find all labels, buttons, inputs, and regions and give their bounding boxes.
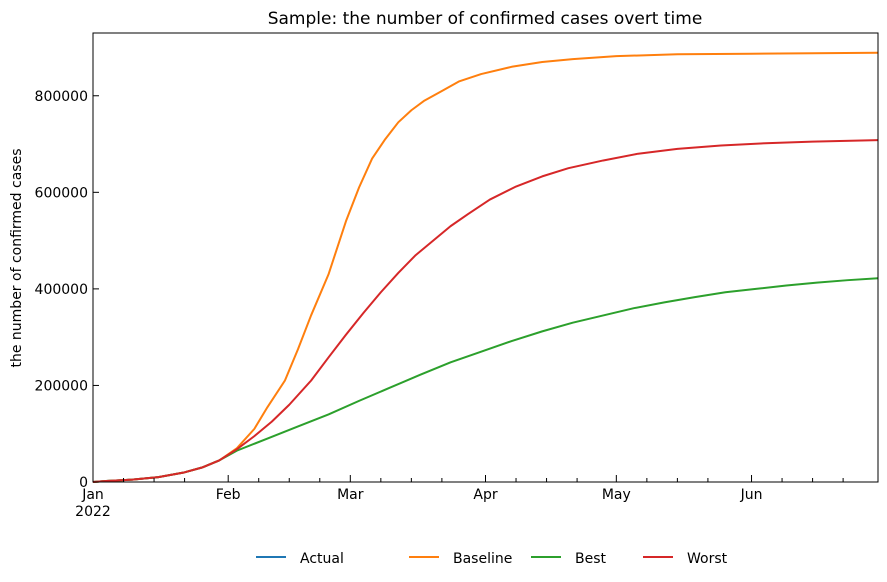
x-tick-label: Jun [740,487,763,503]
x-tick-label: Apr [473,487,497,503]
x-tick-label: Mar [337,487,364,503]
legend-label-baseline: Baseline [453,551,512,567]
series-line-actual [92,459,220,483]
y-tick-label: 400000 [35,282,88,298]
plot-frame [92,32,879,483]
legend-label-best: Best [575,551,607,567]
chart-title: Sample: the number of confirmed cases ov… [268,9,703,29]
series-line-baseline [92,51,879,483]
plot-area [92,51,879,483]
series-line-best [92,277,879,483]
legend-label-actual: Actual [300,551,344,567]
x-tick-label: Feb [216,487,241,503]
y-tick-label: 800000 [35,89,88,105]
legend-label-worst: Worst [687,551,728,567]
y-tick-label: 0 [79,475,88,491]
x-tick-sublabel: 2022 [75,504,111,520]
x-tick-label: May [602,487,631,503]
series-line-worst [92,139,879,483]
y-tick-label: 200000 [35,378,88,394]
y-tick-label: 600000 [35,185,88,201]
legend: Actual Baseline Best Worst [256,551,728,567]
x-tick-label: Jan [81,487,104,503]
y-axis-label: the number of confirmed cases [9,149,25,368]
